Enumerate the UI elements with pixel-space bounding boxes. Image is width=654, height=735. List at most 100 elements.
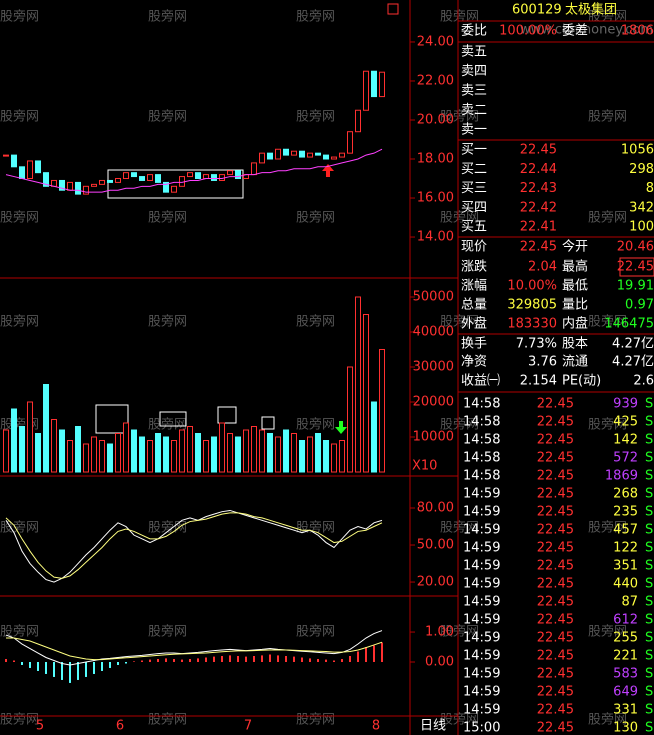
y-tick-label: 50.00 xyxy=(417,538,454,553)
quote-label: 外盘 xyxy=(461,316,487,332)
trade-volume: 255 xyxy=(613,631,638,646)
trade-volume: 612 xyxy=(613,613,638,628)
candle xyxy=(155,174,161,183)
volume-bar xyxy=(251,426,257,473)
bid-label: 买三 xyxy=(461,181,487,196)
ask-label: 卖五 xyxy=(461,45,487,60)
watermark: 股旁网 xyxy=(296,712,335,728)
candle xyxy=(219,174,225,181)
volume-bar xyxy=(139,436,145,473)
watermark: 股旁网 xyxy=(148,9,187,25)
bid-volume: 8 xyxy=(646,181,654,196)
volume-bar xyxy=(59,429,65,473)
label: 委比 xyxy=(461,24,487,39)
trade-price: 22.45 xyxy=(537,649,574,664)
trade-price: 22.45 xyxy=(537,685,574,700)
highlight-box xyxy=(619,257,654,277)
candle xyxy=(139,176,145,181)
candle xyxy=(267,152,273,160)
quote-label: 量比 xyxy=(562,298,588,313)
trade-price: 22.45 xyxy=(537,595,574,610)
watermark: 股旁网 xyxy=(148,109,187,125)
y-tick-label: 0.00 xyxy=(425,654,454,669)
trade-time: 14:59 xyxy=(463,523,500,538)
volume-bar xyxy=(35,433,41,473)
candle xyxy=(131,172,137,178)
candle xyxy=(259,152,265,164)
bid-volume: 100 xyxy=(629,220,654,235)
trade-side: S xyxy=(645,415,653,430)
volume-bar xyxy=(283,429,289,473)
bid-volume: 342 xyxy=(629,200,654,215)
quote-value: 2.154 xyxy=(520,374,557,389)
watermark: 股旁网 xyxy=(588,520,627,536)
quote-value: 146475 xyxy=(604,317,654,332)
quote-label: 涨幅 xyxy=(461,279,487,294)
y-tick-label: 20000 xyxy=(413,395,454,410)
volume-bar xyxy=(51,419,57,473)
volume-bar xyxy=(43,384,49,473)
candle xyxy=(179,176,185,187)
candle xyxy=(203,174,209,180)
candle xyxy=(35,160,41,174)
y-tick-label: 10000 xyxy=(413,430,454,445)
y-tick-label: 16.00 xyxy=(417,191,454,206)
trade-time: 15:00 xyxy=(463,721,500,735)
trade-volume: 440 xyxy=(613,577,638,592)
bid-label: 买五 xyxy=(461,220,487,235)
trade-price: 22.45 xyxy=(537,559,574,574)
trade-volume: 331 xyxy=(613,703,638,718)
quote-value: 22.45 xyxy=(520,240,557,255)
candle xyxy=(75,181,81,195)
quote-label: 最高 xyxy=(562,259,588,275)
trade-volume: 221 xyxy=(613,649,638,664)
watermark: 股旁网 xyxy=(440,417,479,433)
trade-side: S xyxy=(645,433,653,448)
volume-bar xyxy=(315,433,321,473)
y-tick-label: 20.00 xyxy=(417,575,454,590)
quote-label: 收益㈠ xyxy=(461,374,500,389)
quote-value: 20.46 xyxy=(617,240,654,255)
quote-value: 2.04 xyxy=(528,260,557,275)
volume-bar xyxy=(171,440,177,473)
trade-price: 22.45 xyxy=(537,577,574,592)
volume-bar xyxy=(75,426,81,473)
trade-price: 22.45 xyxy=(537,631,574,646)
volume-bar xyxy=(3,429,9,473)
quote-value: 183330 xyxy=(507,317,557,332)
box-annotation xyxy=(261,416,275,430)
period-label: 日线 xyxy=(420,719,446,734)
quote-label: 流通 xyxy=(562,355,588,370)
candle xyxy=(3,154,9,157)
watermark: 股旁网 xyxy=(0,624,39,640)
trade-price: 22.45 xyxy=(537,667,574,682)
candle xyxy=(123,172,129,180)
up-arrow xyxy=(322,164,334,177)
line xyxy=(5,630,383,666)
trade-side: S xyxy=(645,541,653,556)
watermark: 股旁网 xyxy=(296,417,335,433)
volume-bar xyxy=(219,422,225,473)
quote-value: 7.73% xyxy=(516,337,557,352)
value: 100.00% xyxy=(499,24,557,39)
bid-label: 买二 xyxy=(461,162,487,177)
trade-side: S xyxy=(645,451,653,466)
bid-label: 买一 xyxy=(461,143,487,158)
y-tick-label: 30000 xyxy=(413,360,454,375)
watermark: 股旁网 xyxy=(588,624,627,640)
volume-bar xyxy=(155,433,161,473)
bid-price: 22.41 xyxy=(520,220,557,235)
volume-bar xyxy=(307,436,313,473)
bid-volume: 298 xyxy=(629,162,654,177)
quote-value: 329805 xyxy=(507,298,557,313)
volume-bar xyxy=(323,440,329,473)
trade-price: 22.45 xyxy=(537,721,574,735)
trade-volume: 87 xyxy=(621,595,638,610)
box-annotation xyxy=(107,169,244,199)
quote-value: 0.97 xyxy=(625,298,654,313)
watermark: 股旁网 xyxy=(440,109,479,125)
volume-bar xyxy=(267,433,273,473)
candle xyxy=(91,183,97,187)
volume-bar xyxy=(91,436,97,473)
